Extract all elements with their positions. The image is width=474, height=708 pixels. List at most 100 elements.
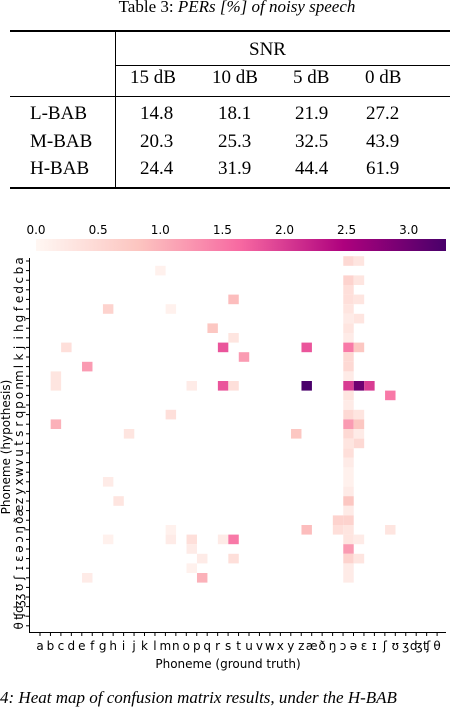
x-tick-label: θ	[433, 639, 440, 653]
table-vertical-rule	[115, 32, 116, 187]
y-tick-label: r	[12, 422, 26, 427]
x-tick-label: c	[58, 639, 65, 653]
x-tick-label: ʒ	[402, 639, 409, 653]
x-tick-label: ə	[350, 639, 357, 653]
y-tick-label: p	[12, 401, 26, 409]
colorbar-tick-label: 1.5	[213, 223, 232, 237]
heatmap-cell	[291, 429, 302, 439]
y-tick-label: ŋ	[12, 526, 26, 534]
heatmap-cell	[343, 525, 354, 535]
y-axis-label: Phoneme (hypothesis)	[0, 380, 13, 515]
heatmap-cell	[196, 573, 208, 583]
colorbar-tick-label: 2.0	[275, 223, 294, 237]
heatmap-cell	[343, 352, 354, 362]
y-tick-label: ə	[12, 545, 26, 552]
heatmap-cell	[228, 381, 239, 391]
heatmap-cell	[385, 525, 396, 535]
table-cell: 44.4	[295, 158, 329, 179]
heatmap-cell	[165, 534, 177, 545]
heatmap-cell	[343, 313, 354, 324]
x-tick-label: a	[36, 639, 43, 653]
heatmap-cell	[186, 381, 197, 391]
heatmap-cell	[343, 371, 354, 381]
x-tick-label: ð	[318, 639, 325, 653]
heatmap-cell	[343, 486, 354, 497]
snr-underline	[116, 65, 450, 66]
colorbar-ticks: 0.0 0.5 1.0 1.5 2.0 2.5 3.0	[26, 223, 418, 237]
x-tick-label: b	[47, 639, 55, 653]
x-tick-label: ɔ	[340, 639, 347, 653]
x-tick-label: ŋ	[329, 639, 337, 653]
heatmap-cell	[61, 342, 72, 353]
y-tick-label: w	[12, 467, 26, 477]
table-caption-prefix: Table 3:	[118, 0, 178, 16]
heatmap-cell	[343, 256, 354, 266]
y-tick-label: ɛ	[12, 555, 26, 562]
heatmap-cell	[343, 477, 354, 487]
heatmap-cell	[343, 515, 354, 525]
y-tick-label: q	[12, 411, 26, 419]
x-tick-label: ɛ	[361, 639, 368, 653]
heatmap-cell	[353, 256, 365, 266]
y-tick-label: f	[12, 306, 26, 311]
col-header-15db: 15 dB	[130, 67, 176, 88]
heatmap-cell	[343, 275, 354, 285]
y-tick-label: ɪ	[12, 566, 26, 570]
heatmap-cell	[343, 573, 354, 583]
heatmap-cell	[102, 477, 114, 487]
row-label-m-bab: M-BAB	[30, 131, 93, 152]
y-tick-label: d	[12, 286, 26, 294]
y-tick-label: ð	[12, 517, 26, 524]
y-tick-label: θ	[12, 622, 26, 629]
y-tick-label: a	[12, 257, 26, 264]
heatmap-cell	[353, 313, 365, 324]
y-tick-label: ʧ	[12, 612, 26, 620]
table-cell: 27.2	[366, 103, 400, 124]
y-tick-label: ʊ	[12, 584, 26, 591]
x-tick-label: j	[131, 639, 135, 653]
heatmap-cell	[228, 333, 239, 343]
x-tick-label: t	[236, 639, 241, 653]
heatmap-cell	[343, 505, 354, 516]
heatmap-cell	[165, 304, 177, 314]
heatmap-cell	[343, 534, 354, 545]
heatmap-cell	[343, 467, 354, 477]
x-tick-label: d	[68, 639, 76, 653]
table-cell: 20.3	[140, 131, 174, 152]
heatmap-cell	[353, 429, 365, 439]
heatmap-cell	[343, 294, 354, 305]
table-cell: 31.9	[218, 158, 252, 179]
snr-header: SNR	[249, 39, 286, 60]
y-tick-label: m	[12, 370, 26, 382]
x-tick-label: v	[256, 639, 263, 653]
y-tick-label: v	[12, 459, 26, 466]
y-tick-label: æ	[12, 504, 26, 516]
heatmap-cell	[301, 342, 312, 353]
heatmap-cell	[343, 409, 354, 420]
heatmap-cell	[228, 553, 239, 564]
y-tick-label: y	[12, 488, 26, 495]
heatmap-cell	[332, 525, 344, 535]
x-tick-label: w	[265, 639, 275, 653]
y-tick-label: g	[12, 315, 26, 323]
table-cell: 21.9	[295, 103, 329, 124]
heatmap-cell	[186, 534, 197, 545]
x-tick-label: ʃ	[382, 639, 388, 653]
heatmap-cell	[385, 390, 396, 401]
heatmap-cell	[343, 304, 354, 314]
y-tick-label: b	[12, 267, 26, 275]
y-tick-label: t	[12, 441, 26, 446]
y-tick-label: x	[12, 478, 26, 485]
table-mid-rule	[10, 96, 450, 97]
heatmap-cell	[165, 525, 177, 535]
x-tick-label: m	[160, 639, 172, 653]
y-tick-label: ʤ	[12, 600, 26, 613]
heatmap-cell	[343, 429, 354, 439]
heatmap-cell	[343, 361, 354, 372]
heatmap-cell	[353, 534, 365, 545]
y-tick-label: ɔ	[12, 536, 26, 543]
heatmap-cell	[353, 381, 365, 391]
heatmap-cell	[301, 525, 312, 535]
colorbar-tick-label: 3.0	[399, 223, 418, 237]
